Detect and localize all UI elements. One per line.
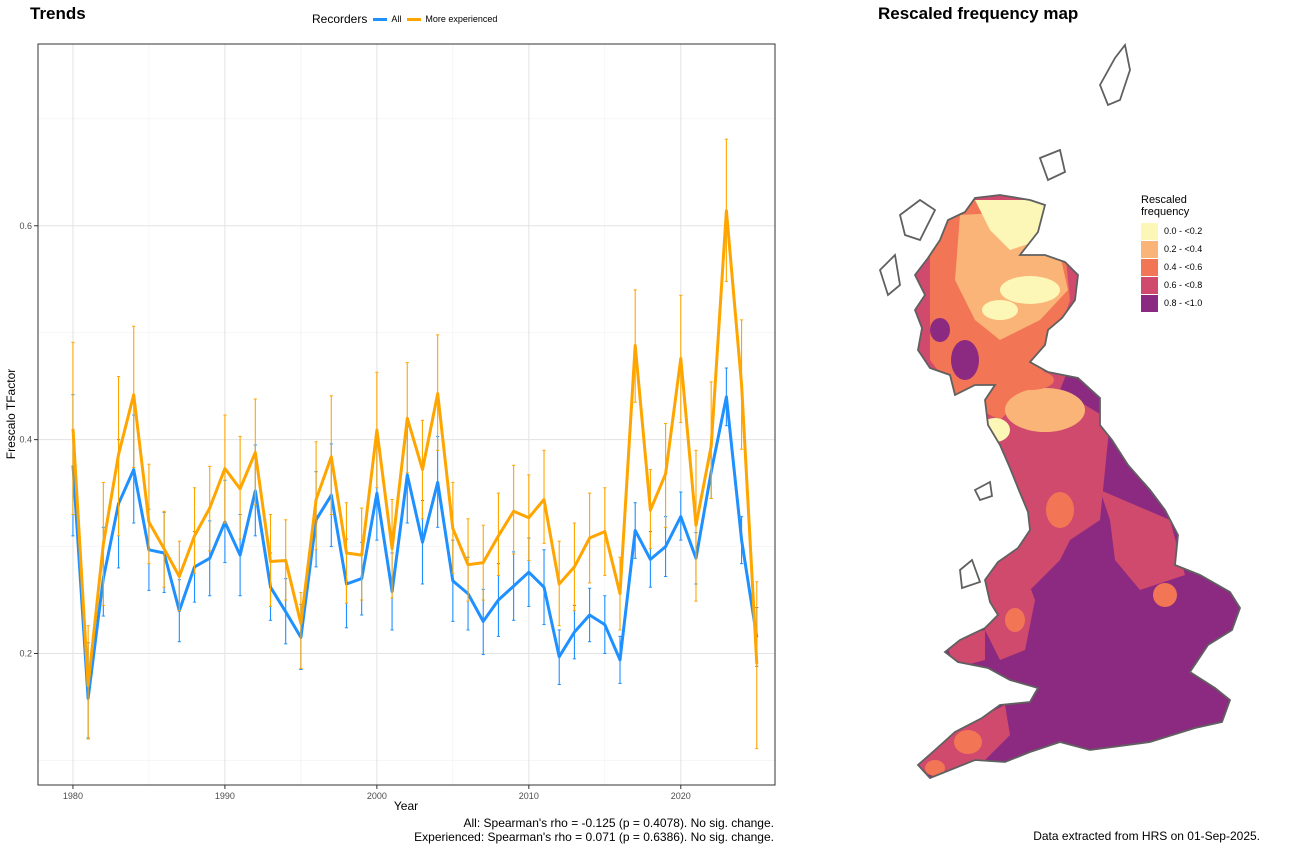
frequency-band bbox=[1006, 370, 1054, 390]
map-legend-label: 0.4 - <0.6 bbox=[1164, 262, 1203, 272]
map-legend-row: 0.2 - <0.4 bbox=[1141, 240, 1202, 258]
x-tick-label: 1980 bbox=[63, 791, 83, 801]
map-legend: Rescaled frequency 0.0 - <0.2 0.2 - <0.4 0… bbox=[1141, 194, 1202, 312]
x-tick-label: 1990 bbox=[215, 791, 235, 801]
legend-label-experienced: More experienced bbox=[425, 14, 498, 24]
frequency-band bbox=[975, 200, 1050, 250]
legend-label-all: All bbox=[391, 14, 402, 24]
shetland-outline bbox=[1099, 42, 1131, 107]
y-axis-title: Frescalo TFactor bbox=[4, 369, 18, 459]
trends-title: Trends bbox=[30, 4, 86, 23]
legend-key-all bbox=[373, 17, 388, 21]
x-tick-label: 2000 bbox=[367, 791, 387, 801]
map-legend-row: 0.0 - <0.2 bbox=[1141, 222, 1202, 240]
mainland-outline bbox=[913, 194, 1241, 780]
map-legend-row: 0.8 - <1.0 bbox=[1141, 294, 1202, 312]
map-legend-row: 0.6 - <0.8 bbox=[1141, 276, 1202, 294]
frequency-band bbox=[1005, 608, 1025, 632]
coastline bbox=[878, 42, 1241, 780]
legend-title: Recorders bbox=[312, 12, 368, 26]
map-legend-label: 0.0 - <0.2 bbox=[1164, 226, 1203, 236]
map-legend-label: 0.2 - <0.4 bbox=[1164, 244, 1203, 254]
frequency-band bbox=[930, 318, 950, 342]
map-legend-label: 0.6 - <0.8 bbox=[1164, 280, 1203, 290]
y-tick-label: 0.2 bbox=[19, 648, 32, 658]
map-legend-swatch bbox=[1141, 240, 1158, 258]
legend-key-experienced bbox=[407, 17, 422, 21]
orkney-outline bbox=[1038, 148, 1067, 182]
stats-all: All: Spearman's rho = -0.125 (p = 0.4078… bbox=[463, 816, 774, 830]
series-line bbox=[71, 209, 759, 688]
grid-lines bbox=[38, 44, 775, 785]
map-legend-label: 0.8 - <1.0 bbox=[1164, 298, 1203, 308]
frequency-band bbox=[1005, 388, 1085, 432]
y-tick-label: 0.4 bbox=[19, 435, 32, 445]
map-legend-title-2: frequency bbox=[1141, 206, 1190, 218]
frequency-band bbox=[1100, 490, 1185, 590]
spearman-stats: All: Spearman's rho = -0.125 (p = 0.4078… bbox=[414, 816, 774, 844]
map-legend-swatch bbox=[1141, 294, 1158, 312]
frequency-band bbox=[1000, 276, 1060, 304]
series-experienced bbox=[71, 138, 759, 750]
series-all bbox=[71, 367, 759, 739]
series-line bbox=[71, 395, 759, 700]
map-legend-row: 0.4 - <0.6 bbox=[1141, 258, 1202, 276]
frequency-map bbox=[878, 42, 1241, 780]
map-legend-title-1: Rescaled bbox=[1141, 194, 1187, 206]
map-legend-swatch bbox=[1141, 276, 1158, 294]
y-tick-label: 0.6 bbox=[19, 221, 32, 231]
map-legend-swatch bbox=[1141, 222, 1158, 240]
x-axis-title: Year bbox=[394, 799, 418, 813]
frequency-band bbox=[954, 730, 982, 754]
x-tick-label: 2010 bbox=[519, 791, 539, 801]
stats-experienced: Experienced: Spearman's rho = 0.071 (p =… bbox=[414, 830, 774, 844]
map-title: Rescaled frequency map bbox=[878, 4, 1079, 23]
frequency-band bbox=[925, 760, 945, 776]
island-outline bbox=[878, 253, 901, 297]
chart-legend: Recorders All More experienced bbox=[312, 12, 497, 26]
hebrides-outline bbox=[898, 198, 937, 242]
frequency-band bbox=[1046, 492, 1074, 528]
anglesey-outline bbox=[959, 558, 982, 590]
x-tick-label: 2020 bbox=[671, 791, 691, 801]
isle-of-man-outline bbox=[973, 480, 993, 502]
plot-frame bbox=[37, 43, 776, 786]
frequency-band bbox=[982, 300, 1018, 320]
frequency-band bbox=[1153, 583, 1177, 607]
trends-chart: Year Frescalo TFactor 1980 1990 2000 2010 20… bbox=[4, 43, 776, 813]
map-legend-swatch bbox=[1141, 258, 1158, 276]
data-extraction-note: Data extracted from HRS on 01-Sep-2025. bbox=[1033, 829, 1260, 843]
frequency-band bbox=[951, 340, 979, 380]
